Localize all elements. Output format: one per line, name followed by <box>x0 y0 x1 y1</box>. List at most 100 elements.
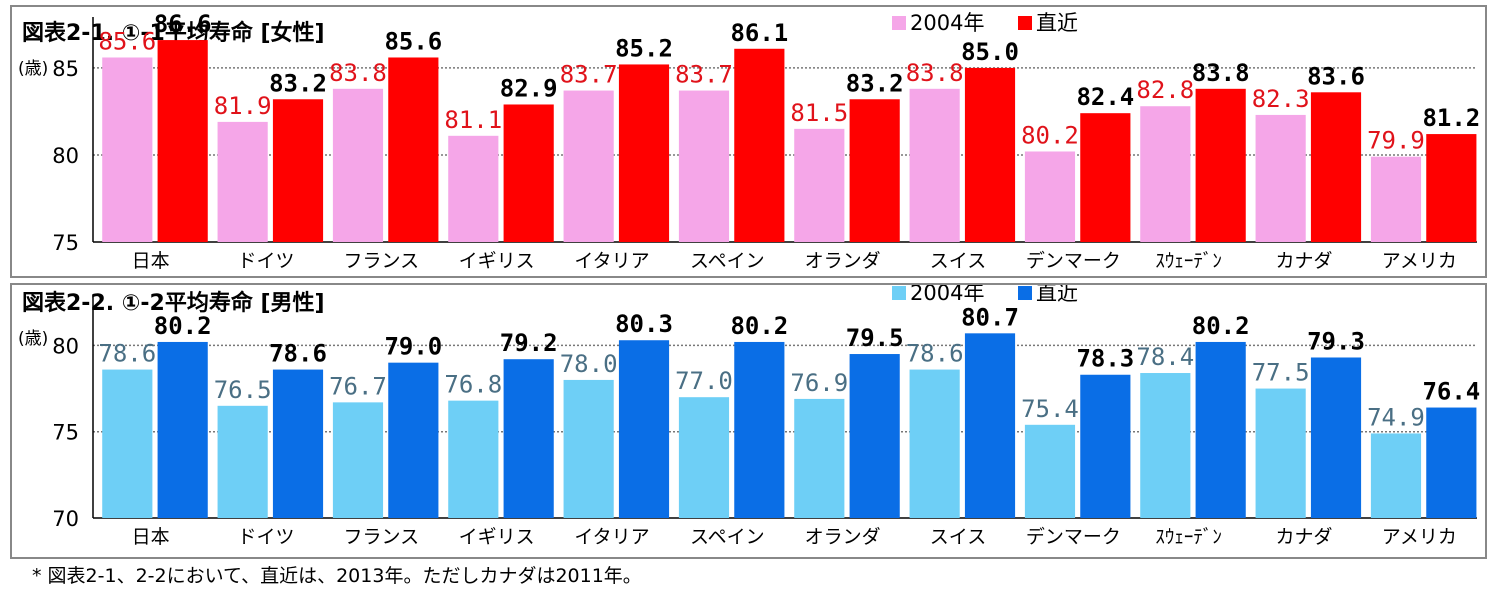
bar-2004 <box>794 128 845 242</box>
label-2004: 76.8 <box>444 371 502 399</box>
bar-recent <box>503 104 554 243</box>
label-recent: 79.0 <box>384 333 442 361</box>
x-tick-label: デンマーク <box>1026 526 1121 548</box>
bar-2004 <box>1024 424 1076 518</box>
label-recent: 78.3 <box>1076 345 1134 373</box>
legend-label-2004: 2004年 <box>910 11 984 35</box>
x-tick-label: フランス <box>344 526 420 548</box>
bar-recent <box>157 341 208 518</box>
label-recent: 83.6 <box>1307 62 1365 90</box>
x-tick-label: オランダ <box>805 250 881 272</box>
x-tick-label: 日本 <box>132 250 170 272</box>
bar-2004 <box>1255 114 1306 242</box>
label-recent: 79.2 <box>500 329 558 357</box>
bar-recent <box>1310 357 1362 518</box>
label-recent: 79.5 <box>846 324 904 352</box>
label-2004: 76.9 <box>790 369 848 397</box>
bar-recent <box>849 99 900 242</box>
label-2004: 78.4 <box>1136 343 1194 371</box>
label-recent: 80.2 <box>730 312 788 340</box>
label-2004: 82.8 <box>1136 76 1194 104</box>
bar-recent <box>388 57 439 243</box>
bar-2004 <box>217 121 268 242</box>
bar-2004 <box>448 135 499 242</box>
bar-recent <box>1195 341 1246 518</box>
x-tick-label: カナダ <box>1275 250 1332 272</box>
legend-swatch-recent <box>1018 286 1032 300</box>
bar-recent <box>734 48 785 243</box>
bar-recent <box>618 64 670 242</box>
bar-recent <box>734 341 785 518</box>
x-tick-label: アメリカ <box>1382 250 1457 272</box>
x-tick-label: オランダ <box>805 526 881 548</box>
y-tick-label: 75 <box>52 231 79 255</box>
bar-2004 <box>1140 373 1191 518</box>
label-2004: 78.6 <box>98 340 156 368</box>
label-2004: 74.9 <box>1367 403 1425 431</box>
label-recent: 83.2 <box>269 69 327 97</box>
x-tick-label: スペイン <box>690 250 765 272</box>
label-recent: 80.2 <box>154 312 212 340</box>
x-tick-label: ドイツ <box>237 526 294 548</box>
y-axis-label: (歳) <box>18 329 48 349</box>
bar-2004 <box>909 88 960 242</box>
x-tick-label: スイス <box>930 250 986 272</box>
x-tick-label: イタリア <box>574 250 649 272</box>
y-tick-label: 80 <box>52 334 79 358</box>
x-tick-label: ｽｳｪｰﾃﾞﾝ <box>1155 250 1222 272</box>
x-tick-label: デンマーク <box>1026 250 1121 272</box>
legend-label-2004: 2004年 <box>910 285 984 305</box>
x-tick-label: フランス <box>344 250 420 272</box>
label-2004: 75.4 <box>1021 395 1079 423</box>
bar-2004 <box>563 379 614 518</box>
bar-recent <box>1310 92 1362 242</box>
y-axis-label: (歳) <box>18 59 48 79</box>
label-2004: 81.9 <box>214 92 272 120</box>
bar-2004 <box>909 369 960 518</box>
bar-recent <box>1195 88 1246 242</box>
x-tick-label: アメリカ <box>1382 526 1457 548</box>
label-2004: 81.5 <box>790 99 848 127</box>
x-tick-label: カナダ <box>1275 526 1332 548</box>
bar-recent <box>849 354 900 518</box>
x-tick-label: イギリス <box>459 526 535 548</box>
x-tick-label: 日本 <box>132 526 170 548</box>
label-2004: 83.7 <box>675 61 733 89</box>
bar-2004 <box>794 398 845 518</box>
y-tick-label: 80 <box>52 144 79 168</box>
bar-2004 <box>563 90 614 242</box>
label-2004: 80.2 <box>1021 121 1079 149</box>
y-tick-label: 85 <box>52 57 79 81</box>
bar-2004 <box>678 397 730 518</box>
bar-recent <box>272 99 324 242</box>
label-recent: 80.7 <box>961 303 1019 331</box>
x-tick-label: ｽｳｪｰﾃﾞﾝ <box>1155 526 1222 548</box>
label-recent: 83.2 <box>846 69 904 97</box>
bar-recent <box>1080 113 1131 243</box>
y-tick-label: 70 <box>52 507 79 531</box>
label-2004: 79.9 <box>1367 127 1425 155</box>
x-tick-label: ドイツ <box>237 250 294 272</box>
legend-swatch-2004 <box>892 16 906 30</box>
label-2004: 78.0 <box>560 350 618 378</box>
bar-2004 <box>332 88 384 242</box>
label-recent: 85.2 <box>615 34 673 62</box>
bar-recent <box>1080 374 1131 518</box>
bar-recent <box>503 359 554 518</box>
bar-2004 <box>332 402 384 518</box>
bar-2004 <box>102 57 153 243</box>
x-tick-label: イギリス <box>459 250 535 272</box>
label-2004: 83.8 <box>906 59 964 87</box>
label-recent: 76.4 <box>1422 378 1480 406</box>
label-recent: 81.2 <box>1422 104 1480 132</box>
bar-2004 <box>102 369 153 518</box>
x-tick-label: イタリア <box>574 526 649 548</box>
x-tick-label: スペイン <box>690 526 765 548</box>
label-2004: 83.7 <box>560 61 618 89</box>
legend-label-recent: 直近 <box>1036 285 1078 305</box>
legend-label-recent: 直近 <box>1036 11 1078 35</box>
label-recent: 82.9 <box>500 74 558 102</box>
label-2004: 78.6 <box>906 340 964 368</box>
label-2004: 76.7 <box>329 372 387 400</box>
